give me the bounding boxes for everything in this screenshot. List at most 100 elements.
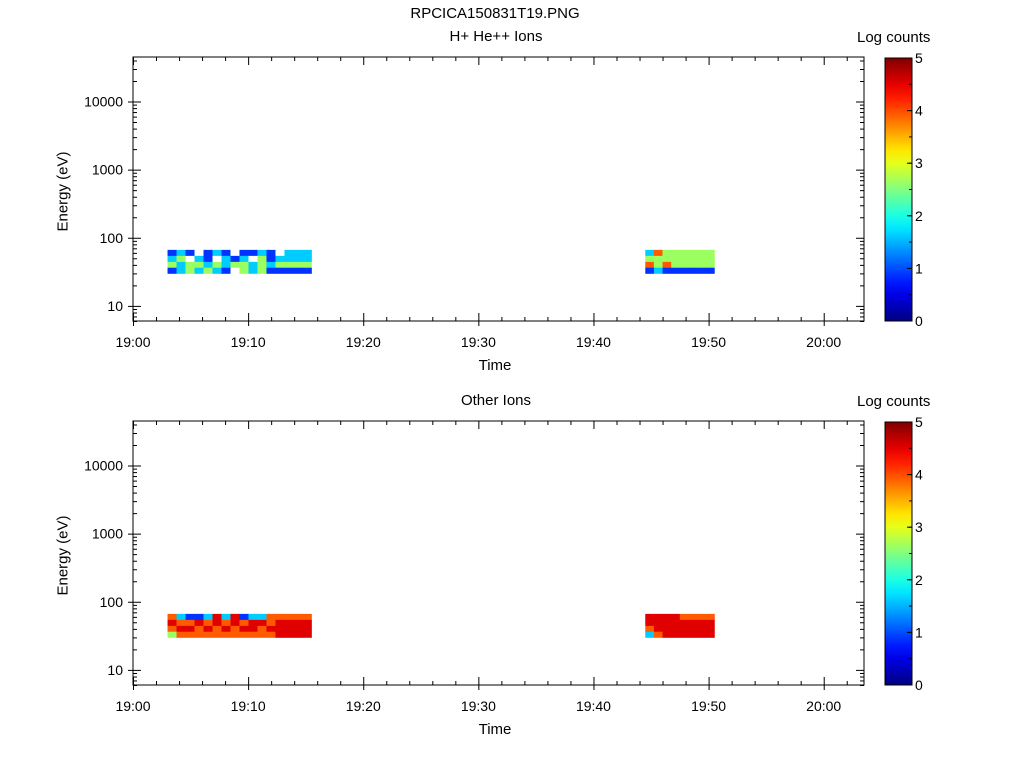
heatmap-cell-bottom <box>203 625 213 633</box>
heatmap-cell-top <box>662 255 672 263</box>
heatmap-cell-top <box>230 249 240 257</box>
heatmap-cell-top <box>212 267 222 274</box>
heatmap-cell-top <box>239 249 249 257</box>
y-tick-label-top: 10 <box>107 298 123 314</box>
heatmap-cell-top <box>167 267 177 274</box>
heatmap-cell-top <box>679 261 689 269</box>
heatmap-cell-top <box>257 267 267 274</box>
heatmap-cell-top <box>248 249 258 257</box>
heatmap-cell-bottom <box>645 625 655 633</box>
heatmap-cell-bottom <box>266 613 276 621</box>
heatmap-cell-bottom <box>679 619 689 627</box>
heatmap-cell-top <box>275 255 285 263</box>
heatmap-cell-top <box>221 267 231 274</box>
heatmap-cell-bottom <box>688 625 698 633</box>
heatmap-cell-bottom <box>185 625 195 633</box>
heatmap-cell-bottom <box>212 631 222 638</box>
heatmap-cell-bottom <box>697 625 707 633</box>
heatmap-cell-top <box>239 261 249 269</box>
heatmap-cell-bottom <box>167 631 177 638</box>
heatmap-cell-bottom <box>212 613 222 621</box>
heatmap-cell-bottom <box>653 619 663 627</box>
heatmap-cell-bottom <box>284 625 294 633</box>
heatmap-cell-top <box>266 267 276 274</box>
heatmap-cell-bottom <box>671 631 681 638</box>
heatmap-cell-top <box>248 261 258 269</box>
x-tick-label-top: 19:50 <box>691 334 726 350</box>
x-tick-label-bottom: 19:00 <box>115 698 150 714</box>
heatmap-cell-top <box>697 267 707 274</box>
heatmap-cell-top <box>212 261 222 269</box>
heatmap-cell-bottom <box>185 613 195 621</box>
heatmap-cell-bottom <box>194 625 204 633</box>
heatmap-cell-top <box>697 261 707 269</box>
colorbar-tick-label-top: 0 <box>915 313 923 329</box>
heatmap-cell-top <box>194 249 204 257</box>
heatmap-cell-bottom <box>239 613 249 621</box>
heatmap-cell-bottom <box>284 631 294 638</box>
heatmap-cell-top <box>293 267 303 274</box>
colorbar-tick-label-top: 2 <box>915 208 923 224</box>
heatmap-cell-bottom <box>688 619 698 627</box>
heatmap-cell-bottom <box>239 631 249 638</box>
heatmap-cell-bottom <box>176 631 186 638</box>
heatmap-cell-top <box>266 249 276 257</box>
heatmap-cell-bottom <box>230 625 240 633</box>
heatmap-cell-bottom <box>645 631 655 638</box>
heatmap-cell-top <box>705 267 715 274</box>
heatmap-cell-bottom <box>185 631 195 638</box>
heatmap-cell-bottom <box>645 619 655 627</box>
heatmap-cell-top <box>230 267 240 274</box>
heatmap-cell-bottom <box>302 613 312 621</box>
heatmap-cell-bottom <box>248 613 258 621</box>
heatmap-cell-top <box>239 255 249 263</box>
colorbar-tick-label-bottom: 0 <box>915 677 923 693</box>
colorbar-label-top: Log counts <box>857 29 931 46</box>
heatmap-cell-top <box>275 261 285 269</box>
heatmap-cell-top <box>302 267 312 274</box>
heatmap-cell-top <box>176 255 186 263</box>
heatmap-cell-bottom <box>671 625 681 633</box>
heatmap-cell-bottom <box>248 619 258 627</box>
heatmap-cell-bottom <box>697 631 707 638</box>
heatmap-cell-bottom <box>275 625 285 633</box>
heatmap-cell-bottom <box>239 625 249 633</box>
heatmap-cell-bottom <box>662 631 672 638</box>
heatmap-cell-bottom <box>266 619 276 627</box>
colorbar-tick-label-bottom: 4 <box>915 467 923 483</box>
heatmap-cell-bottom <box>212 625 222 633</box>
heatmap-cell-bottom <box>167 619 177 627</box>
x-tick-label-top: 20:00 <box>806 334 841 350</box>
heatmap-cell-top <box>705 261 715 269</box>
heatmap-cell-bottom <box>230 619 240 627</box>
heatmap-cell-bottom <box>662 619 672 627</box>
colorbar-tick-label-bottom: 1 <box>915 624 923 640</box>
heatmap-cell-top <box>671 255 681 263</box>
x-tick-label-bottom: 19:20 <box>346 698 381 714</box>
heatmap-cell-top <box>293 255 303 263</box>
heatmap-cell-top <box>275 249 285 257</box>
heatmap-cell-top <box>257 261 267 269</box>
heatmap-cell-bottom <box>185 619 195 627</box>
heatmap-cell-bottom <box>257 613 267 621</box>
colorbar-bottom <box>884 421 913 686</box>
heatmap-cell-bottom <box>671 619 681 627</box>
heatmap-cell-bottom <box>275 613 285 621</box>
heatmap-cell-bottom <box>688 631 698 638</box>
heatmap-cell-top <box>203 249 213 257</box>
colorbar-top <box>884 57 913 322</box>
heatmap-cell-bottom <box>194 631 204 638</box>
heatmap-cell-bottom <box>284 619 294 627</box>
heatmap-cell-bottom <box>697 613 707 621</box>
heatmap-cell-bottom <box>176 625 186 633</box>
heatmap-cell-top <box>167 249 177 257</box>
heatmap-cell-bottom <box>284 613 294 621</box>
heatmap-cell-bottom <box>679 631 689 638</box>
heatmap-cell-bottom <box>671 613 681 621</box>
heatmap-cell-top <box>671 261 681 269</box>
heatmap-cell-bottom <box>679 613 689 621</box>
heatmap-cell-bottom <box>257 619 267 627</box>
heatmap-cell-bottom <box>293 631 303 638</box>
heatmap-cell-bottom <box>194 619 204 627</box>
heatmap-cell-top <box>697 249 707 257</box>
